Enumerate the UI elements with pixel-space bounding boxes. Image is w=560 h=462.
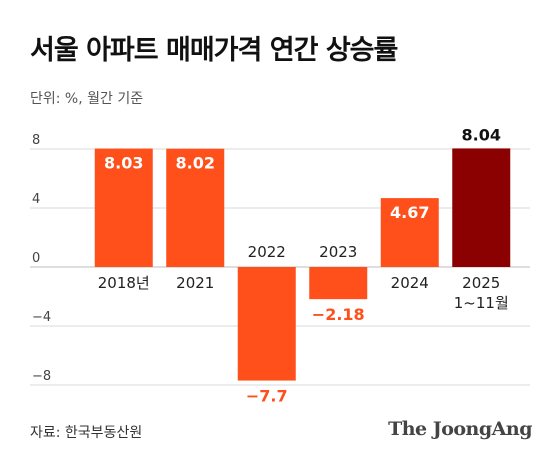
labels: 8.03 2018년 8.02 2021 −7.7 2022 −2.18 2023 4.67 20… [98, 125, 509, 405]
y-tick-label: 8 [32, 133, 40, 148]
source-label: 자료: 한국부동산원 [30, 425, 143, 441]
y-tick-label: −8 [32, 369, 51, 384]
value-label: −2.18 [312, 305, 365, 324]
bar [452, 148, 511, 267]
bar [237, 267, 296, 381]
value-label: 8.02 [176, 154, 215, 173]
category-label: 2018년 [98, 274, 150, 292]
y-tick-label: 4 [32, 192, 40, 207]
bar [309, 267, 368, 300]
category-label: 2025 1~11월 [454, 274, 509, 312]
category-label: 2024 [391, 274, 429, 292]
value-label: 4.67 [390, 203, 429, 222]
value-label: 8.03 [104, 154, 143, 173]
bar [166, 148, 225, 267]
unit-label: 단위: %, 월간 기준 [30, 91, 144, 107]
category-label: 2022 [248, 243, 286, 261]
bars [94, 148, 511, 381]
y-tick-label: 0 [32, 251, 40, 266]
brand-logo: The JoongAng [388, 418, 532, 440]
category-label: 2023 [319, 243, 357, 261]
value-label: −7.7 [246, 387, 288, 406]
y-tick-label: −4 [32, 310, 51, 325]
bar [94, 148, 153, 267]
value-label: 8.04 [462, 125, 501, 144]
chart-title: 서울 아파트 매매가격 연간 상승률 [30, 35, 398, 66]
category-label: 2021 [176, 274, 214, 292]
bar [380, 198, 439, 267]
